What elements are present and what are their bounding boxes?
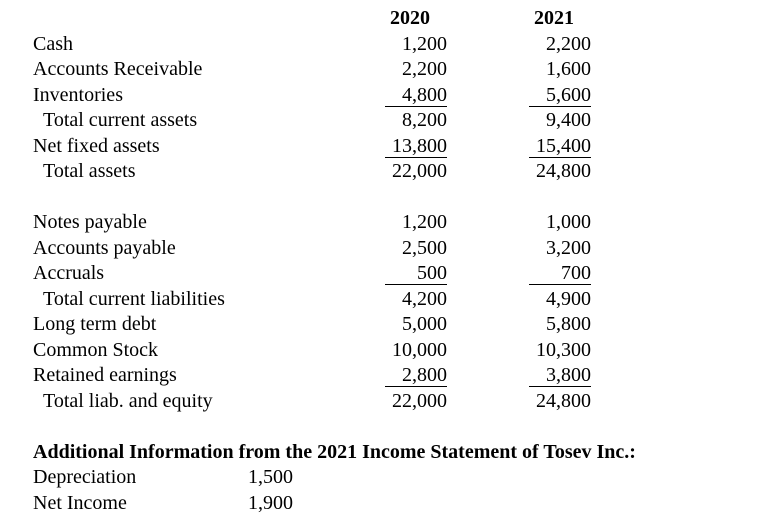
year-header-row: 2020 2021: [33, 6, 591, 32]
info-label: Depreciation: [33, 466, 137, 488]
column-gap: [447, 389, 517, 415]
column-gap: [447, 134, 517, 160]
row-value: 1,000: [546, 211, 591, 233]
row-label: Total current liabilities: [43, 287, 225, 310]
row-label: Accounts Receivable: [33, 58, 203, 80]
row-value: 1,600: [546, 58, 591, 80]
table-row: Cash 1,200 2,200: [33, 32, 591, 58]
table-row: Long term debt 5,000 5,800: [33, 312, 591, 338]
table-row: Accounts Receivable 2,200 1,600: [33, 57, 591, 83]
table-row: Notes payable 1,200 1,000: [33, 210, 591, 236]
row-label: Net fixed assets: [33, 134, 160, 157]
column-gap: [447, 236, 517, 262]
table-row: Accounts payable 2,500 3,200: [33, 236, 591, 262]
column-gap: [447, 287, 517, 313]
row-value: 9,400: [546, 109, 591, 131]
liabilities-tbody: Notes payable 1,200 1,000 Accounts payable 2…: [33, 210, 591, 414]
underlined-value: 700: [529, 263, 591, 285]
row-value: 5,600: [517, 83, 591, 109]
table-row: Total assets 22,000 24,800: [33, 159, 591, 185]
row-value: 3,800: [517, 363, 591, 389]
row-value: 10,000: [392, 338, 447, 361]
underlined-value: 500: [385, 263, 447, 285]
row-value: 15,400: [517, 134, 591, 160]
info-value: 1,500: [248, 466, 293, 488]
row-value: 500: [373, 261, 447, 287]
table-row: Accruals 500 700: [33, 261, 591, 287]
column-gap: [447, 32, 517, 58]
row-value: 22,000: [392, 160, 447, 182]
table-row: Total current assets 8,200 9,400: [33, 108, 591, 134]
row-label: Notes payable: [33, 211, 147, 233]
row-label: Retained earnings: [33, 364, 177, 386]
column-gap: [447, 83, 517, 109]
additional-info-heading: Additional Information from the 2021 Inc…: [33, 440, 636, 463]
row-value: 10,300: [536, 338, 591, 361]
underlined-value: 15,400: [529, 135, 591, 158]
column-gap: [447, 210, 517, 236]
year-2020-header: 2020: [390, 7, 430, 29]
header-gap-cell: [447, 6, 517, 32]
row-value: 24,800: [536, 160, 591, 182]
table-row: Common Stock 10,000 10,300: [33, 338, 591, 364]
additional-info-table: Depreciation 1,500 Net Income 1,900: [33, 465, 448, 516]
row-label: Accruals: [33, 262, 105, 284]
list-item: Depreciation 1,500: [33, 465, 448, 491]
table-row: Retained earnings 2,800 3,800: [33, 363, 591, 389]
table-row: Inventories 4,800 5,600: [33, 83, 591, 109]
liabilities-table: Notes payable 1,200 1,000 Accounts payable 2…: [33, 210, 591, 414]
row-value: 4,900: [546, 287, 591, 310]
column-gap: [447, 108, 517, 134]
row-value: 2,800: [373, 363, 447, 389]
column-gap: [447, 338, 517, 364]
assets-table: 2020 2021 Cash 1,200 2,200 Accounts Receiva…: [33, 6, 591, 185]
empty-header-cell: [33, 6, 373, 32]
row-label: Total liab. and equity: [43, 389, 213, 412]
row-value: 5,000: [402, 313, 447, 335]
table-row: Net fixed assets 13,800 15,400: [33, 134, 591, 160]
row-value: 8,200: [402, 109, 447, 131]
row-value: 1,200: [402, 32, 447, 55]
row-value: 1,200: [402, 211, 447, 233]
row-value: 700: [517, 261, 591, 287]
row-value: 4,200: [402, 287, 447, 310]
underlined-value: 4,800: [385, 84, 447, 107]
row-label: Total current assets: [43, 109, 198, 131]
year-2021-header: 2021: [534, 7, 574, 29]
row-value: 2,200: [546, 32, 591, 55]
row-label: Cash: [33, 32, 73, 55]
row-value: 24,800: [536, 389, 591, 412]
table-row: Total liab. and equity 22,000 24,800: [33, 389, 591, 415]
row-value: 4,800: [373, 83, 447, 109]
row-label: Common Stock: [33, 338, 159, 361]
row-value: 5,800: [546, 313, 591, 335]
underlined-value: 13,800: [385, 135, 447, 158]
column-gap: [447, 363, 517, 389]
info-value: 1,900: [248, 491, 293, 514]
column-gap: [447, 159, 517, 185]
row-value: 2,500: [402, 236, 447, 259]
row-value: 2,200: [402, 58, 447, 80]
underlined-value: 3,800: [529, 365, 591, 387]
underlined-value: 5,600: [529, 84, 591, 107]
row-label: Total assets: [43, 160, 136, 182]
assets-tbody: Cash 1,200 2,200 Accounts Receivable 2,200 1,…: [33, 32, 591, 185]
column-gap: [447, 261, 517, 287]
row-label: Inventories: [33, 83, 123, 106]
row-label: Long term debt: [33, 313, 157, 335]
column-gap: [447, 57, 517, 83]
row-value: 13,800: [373, 134, 447, 160]
info-label: Net Income: [33, 491, 127, 514]
underlined-value: 2,800: [385, 365, 447, 387]
additional-info-tbody: Depreciation 1,500 Net Income 1,900: [33, 465, 448, 516]
row-value: 22,000: [392, 389, 447, 412]
row-label: Accounts payable: [33, 236, 176, 259]
row-value: 3,200: [546, 236, 591, 259]
list-item: Net Income 1,900: [33, 491, 448, 517]
column-gap: [447, 312, 517, 338]
table-row: Total current liabilities 4,200 4,900: [33, 287, 591, 313]
